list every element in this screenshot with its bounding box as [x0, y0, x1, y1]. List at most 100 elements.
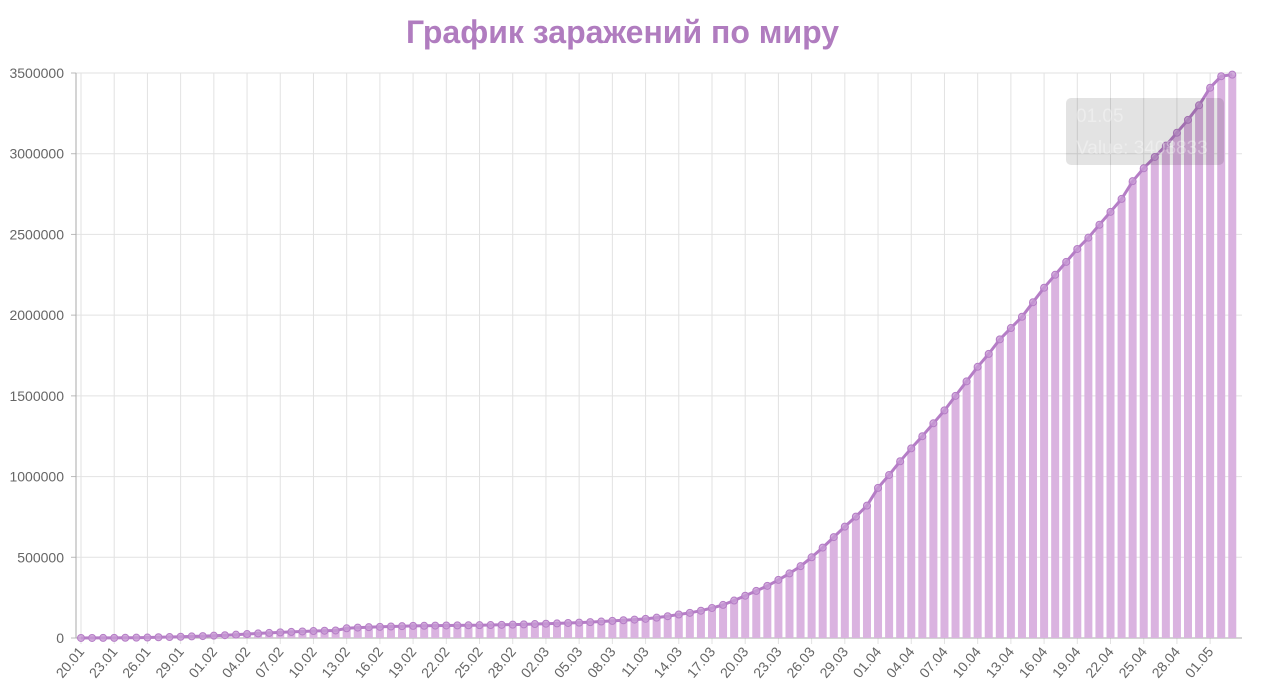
x-tick-label: 10.02 — [285, 643, 320, 680]
data-point — [807, 553, 816, 562]
data-point — [298, 627, 307, 636]
x-tick-label: 22.04 — [1082, 643, 1117, 680]
x-tick-label: 19.02 — [385, 643, 420, 680]
data-point — [752, 586, 761, 595]
x-tick-label: 16.04 — [1016, 643, 1051, 680]
bar — [741, 595, 750, 638]
data-point — [674, 610, 683, 619]
bar — [851, 516, 860, 638]
data-point — [663, 612, 672, 621]
x-tick-label: 28.02 — [484, 643, 519, 680]
data-point — [619, 616, 628, 625]
x-tick-label: 02.03 — [517, 643, 552, 680]
bar — [586, 622, 595, 638]
data-point — [187, 632, 196, 641]
bar — [409, 625, 418, 638]
x-tick-label: 04.04 — [883, 643, 918, 680]
bar — [342, 628, 351, 638]
bar — [1073, 248, 1082, 638]
data-point — [696, 606, 705, 615]
x-tick-label: 25.04 — [1115, 643, 1150, 680]
data-point — [121, 633, 130, 642]
data-point — [409, 621, 418, 630]
bar — [530, 624, 539, 638]
bar — [353, 627, 362, 638]
data-point — [220, 631, 229, 640]
data-point — [198, 632, 207, 641]
data-point — [1084, 233, 1093, 242]
data-point — [1217, 72, 1226, 81]
bar — [375, 626, 384, 638]
bar — [796, 566, 805, 638]
bar — [641, 618, 650, 638]
data-point — [497, 620, 506, 629]
data-point — [962, 377, 971, 386]
x-tick-label: 29.03 — [816, 643, 851, 680]
bar — [674, 614, 683, 638]
bar — [575, 622, 584, 638]
x-tick-label: 19.04 — [1049, 643, 1084, 680]
x-tick-label: 20.03 — [717, 643, 752, 680]
x-tick-label: 10.04 — [949, 643, 984, 680]
data-point — [77, 633, 85, 642]
data-point — [973, 362, 982, 371]
data-point — [320, 626, 329, 635]
data-point — [1062, 257, 1071, 266]
data-point — [110, 633, 119, 642]
data-point — [265, 628, 274, 637]
data-point — [575, 618, 584, 627]
data-point — [309, 627, 318, 636]
data-point — [851, 512, 860, 521]
x-tick-label: 17.03 — [684, 643, 719, 680]
x-tick-label: 16.02 — [351, 643, 386, 680]
bar — [1217, 76, 1226, 638]
bar — [1184, 119, 1192, 639]
bar — [984, 353, 993, 638]
bar — [597, 621, 606, 638]
x-tick-label: 04.02 — [219, 643, 254, 680]
bar — [763, 585, 772, 638]
bar — [1150, 156, 1159, 638]
bar — [608, 620, 617, 638]
bar — [719, 604, 728, 638]
data-point — [99, 633, 108, 642]
data-point — [331, 626, 340, 635]
y-tick-label: 3500000 — [9, 65, 64, 81]
bar — [1106, 211, 1115, 639]
bar — [398, 626, 407, 638]
bar — [453, 625, 462, 638]
data-point — [929, 419, 938, 428]
data-point — [353, 623, 362, 632]
bar — [1195, 105, 1204, 639]
data-point — [885, 470, 894, 479]
data-point — [685, 608, 694, 617]
data-point — [707, 603, 716, 612]
data-point — [431, 621, 440, 630]
x-tick-label: 13.04 — [982, 643, 1017, 680]
y-tick-label: 1000000 — [9, 469, 64, 485]
x-tick-label: 07.02 — [252, 643, 287, 680]
bar — [874, 487, 883, 638]
data-point — [508, 620, 517, 629]
data-point — [1095, 220, 1104, 229]
data-point — [154, 633, 163, 642]
data-point — [165, 633, 174, 642]
bar — [508, 624, 517, 638]
bar — [807, 557, 816, 638]
data-point — [243, 630, 252, 639]
bar — [1051, 274, 1060, 638]
data-point — [386, 622, 395, 631]
bar — [973, 366, 982, 638]
bar — [918, 436, 927, 638]
bar — [730, 600, 739, 638]
data-point — [1051, 270, 1060, 279]
x-tick-label: 26.03 — [783, 643, 818, 680]
x-tick-label: 07.04 — [916, 643, 951, 680]
data-point — [774, 575, 783, 584]
data-point — [586, 618, 595, 627]
data-point — [940, 406, 949, 415]
data-point — [763, 581, 772, 590]
bar — [1228, 74, 1237, 639]
y-tick-label: 3000000 — [9, 146, 64, 162]
